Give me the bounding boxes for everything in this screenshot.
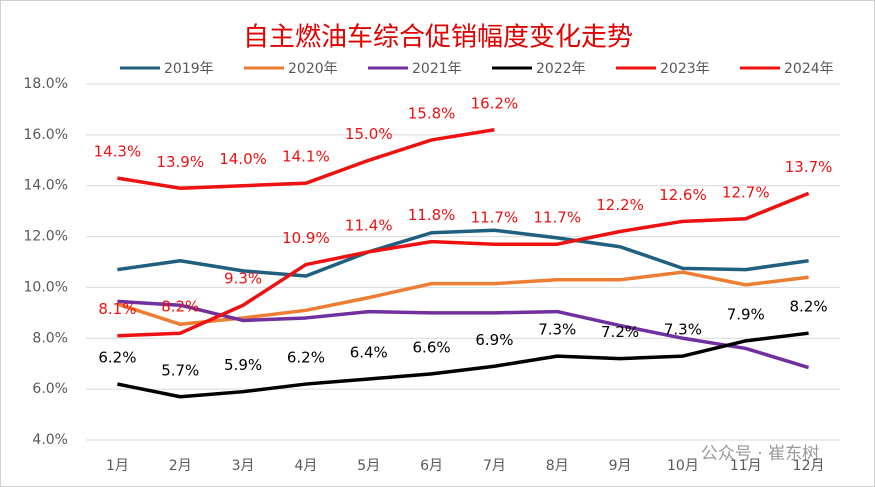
legend-label: 2019年 <box>164 61 214 77</box>
data-label: 5.9% <box>224 356 262 374</box>
x-tick-label: 3月 <box>232 458 255 474</box>
data-label: 6.2% <box>98 349 136 367</box>
data-label: 15.8% <box>408 104 456 122</box>
data-label: 7.3% <box>664 321 702 339</box>
y-tick-label: 4.0% <box>32 432 68 448</box>
data-label: 8.2% <box>161 298 199 316</box>
series-line <box>117 128 495 191</box>
x-tick-label: 9月 <box>609 458 632 474</box>
data-label: 14.1% <box>282 148 330 166</box>
x-tick-label: 7月 <box>483 458 506 474</box>
series-line <box>117 299 810 370</box>
data-label: 5.7% <box>161 361 199 379</box>
data-label: 13.9% <box>156 153 204 171</box>
x-tick-label: 6月 <box>420 458 443 474</box>
legend-label: 2020年 <box>288 61 338 77</box>
y-tick-label: 18.0% <box>24 76 68 92</box>
y-tick-label: 10.0% <box>24 279 68 295</box>
x-tick-label: 11月 <box>730 458 762 474</box>
data-label: 7.3% <box>538 321 576 339</box>
y-tick-label: 14.0% <box>24 178 68 194</box>
x-tick-label: 8月 <box>546 458 569 474</box>
legend-label: 2022年 <box>536 61 586 77</box>
legend-label: 2024年 <box>784 61 834 77</box>
legend-label: 2023年 <box>660 61 710 77</box>
data-label: 12.6% <box>659 186 707 204</box>
data-label: 8.1% <box>98 300 136 318</box>
data-label: 11.7% <box>471 209 519 227</box>
data-label: 13.7% <box>785 158 833 176</box>
y-tick-label: 8.0% <box>32 330 68 346</box>
x-tick-label: 1月 <box>106 458 129 474</box>
x-tick-label: 4月 <box>294 458 317 474</box>
data-label: 6.9% <box>475 331 513 349</box>
x-tick-label: 2月 <box>169 458 192 474</box>
series-line <box>117 191 810 338</box>
chart-title: 自主燃油车综合促销幅度变化走势 <box>243 23 633 53</box>
data-label: 6.6% <box>413 338 451 356</box>
watermark: 公众号 · 崔东树 <box>701 444 819 464</box>
data-label: 10.9% <box>282 229 330 247</box>
legend-label: 2021年 <box>412 61 462 77</box>
data-label: 14.0% <box>219 150 267 168</box>
data-label: 11.8% <box>408 206 456 224</box>
data-label: 6.4% <box>350 343 388 361</box>
x-tick-label: 12月 <box>793 458 825 474</box>
data-label: 11.4% <box>345 216 393 234</box>
data-label: 16.2% <box>471 94 519 112</box>
data-label: 7.9% <box>727 305 765 323</box>
y-tick-label: 12.0% <box>24 229 68 245</box>
x-tick-label: 5月 <box>357 458 380 474</box>
y-tick-label: 16.0% <box>24 127 68 143</box>
data-label: 15.0% <box>345 125 393 143</box>
y-tick-label: 6.0% <box>32 381 68 397</box>
data-label: 6.2% <box>287 349 325 367</box>
series-line <box>117 331 809 399</box>
data-label: 7.2% <box>601 323 639 341</box>
data-label: 9.3% <box>224 270 262 288</box>
x-tick-label: 10月 <box>667 458 699 474</box>
data-label: 11.7% <box>533 209 581 227</box>
data-label: 14.3% <box>94 143 142 161</box>
series-line <box>117 228 809 278</box>
data-label: 12.2% <box>596 196 644 214</box>
data-label: 8.2% <box>790 298 828 316</box>
data-label: 12.7% <box>722 183 770 201</box>
